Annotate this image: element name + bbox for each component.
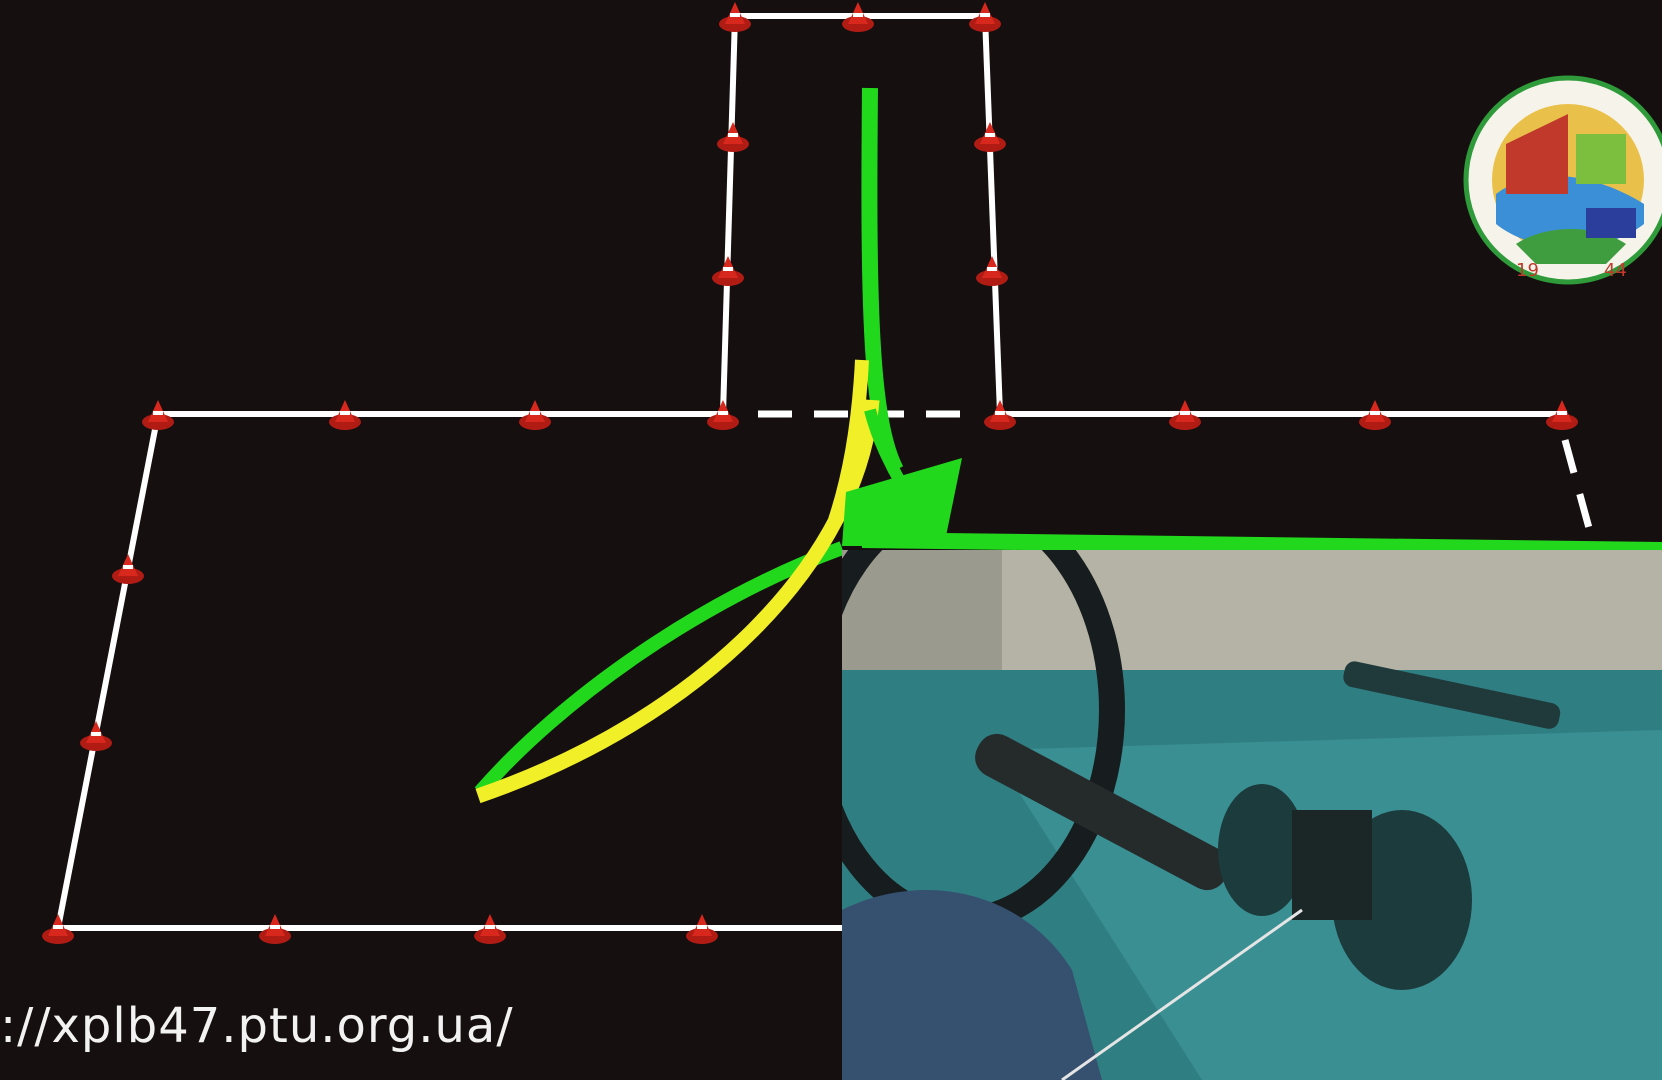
traffic-cone-icon (474, 914, 506, 944)
green-path-lower (861, 532, 1662, 558)
traffic-cone-icon (112, 554, 144, 584)
traffic-cone-icon (842, 2, 874, 32)
traffic-cone-icon (719, 2, 751, 32)
traffic-cone-icon (969, 2, 1001, 32)
entry-dashed-line (758, 410, 1599, 551)
traffic-cone-icon (712, 256, 744, 286)
course-boundary (55, 13, 1565, 931)
logo-year-left: 19 (1516, 260, 1539, 281)
traffic-cone-icon (1546, 400, 1578, 430)
traffic-cone-icon (259, 914, 291, 944)
website-url: ://xplb47.ptu.org.ua/ (0, 998, 514, 1054)
yellow-path-join (828, 359, 869, 523)
traffic-cones (42, 2, 1578, 944)
traffic-cone-icon (329, 400, 361, 430)
school-emblem-icon: 19 44 (1463, 75, 1662, 285)
traffic-cone-icon (519, 400, 551, 430)
traffic-cone-icon (974, 122, 1006, 152)
cab-interior-image (842, 550, 1662, 1080)
cab-video-inset (842, 550, 1662, 1080)
traffic-cone-icon (984, 400, 1016, 430)
logo-year-right: 44 (1604, 260, 1627, 281)
traffic-cone-icon (717, 122, 749, 152)
yellow-path (475, 399, 880, 804)
traffic-cone-icon (42, 914, 74, 944)
traffic-cone-icon (142, 400, 174, 430)
traffic-cone-icon (707, 400, 739, 430)
green-path-back (474, 541, 845, 797)
traffic-cone-icon (1169, 400, 1201, 430)
traffic-cone-icon (1359, 400, 1391, 430)
traffic-cone-icon (80, 721, 112, 751)
traffic-cone-icon (976, 256, 1008, 286)
green-curve-right (864, 408, 916, 503)
arrow-head-icon (842, 458, 962, 546)
traffic-cone-icon (686, 914, 718, 944)
